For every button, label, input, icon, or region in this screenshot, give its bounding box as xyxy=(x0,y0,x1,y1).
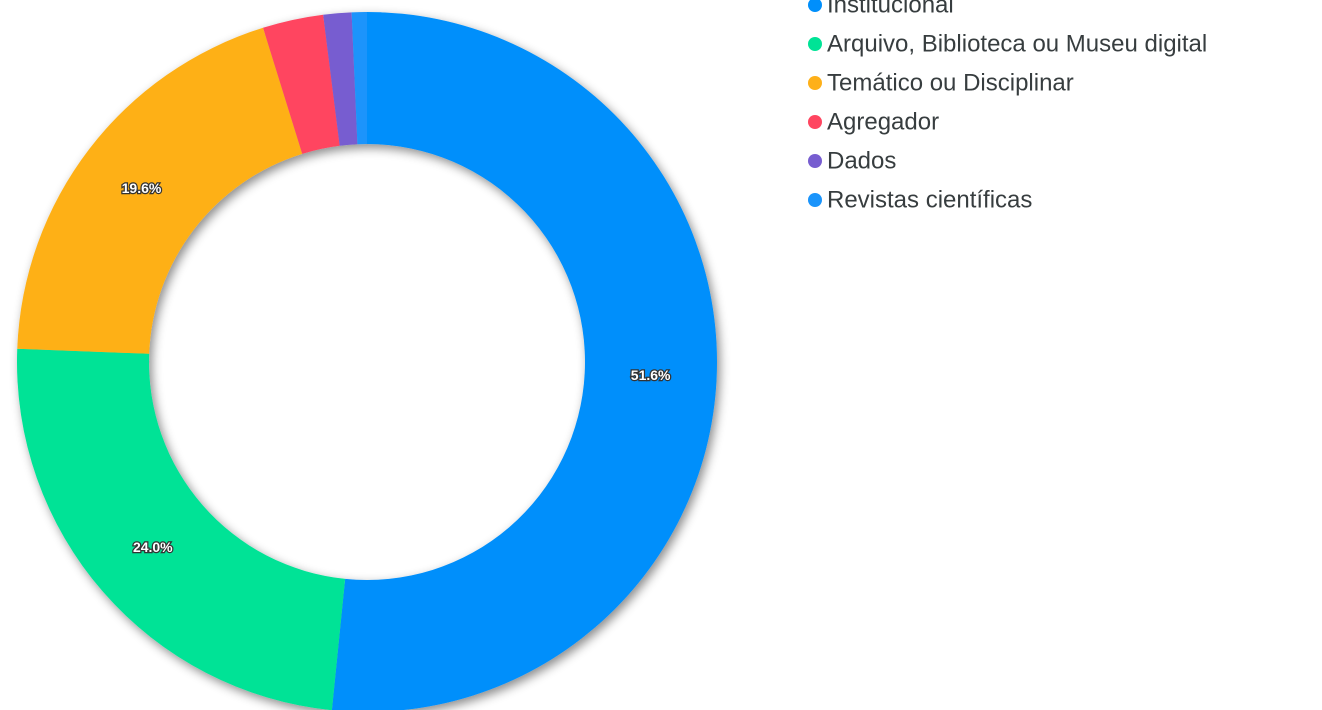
legend-marker xyxy=(808,193,822,207)
legend-marker xyxy=(808,76,822,90)
donut-slice xyxy=(331,12,717,710)
data-label: 51.6% xyxy=(631,367,671,383)
donut-slice xyxy=(17,27,303,354)
legend-label: Temático ou Disciplinar xyxy=(827,69,1074,96)
legend-label: Arquivo, Biblioteca ou Museu digital xyxy=(827,30,1207,57)
legend-label: Agregador xyxy=(827,108,939,135)
donut-slice xyxy=(263,14,340,154)
legend-marker xyxy=(808,37,822,51)
legend-marker xyxy=(808,115,822,129)
donut-slice xyxy=(17,348,346,710)
donut-slice xyxy=(323,12,358,146)
data-label: 19.6% xyxy=(122,180,162,196)
legend-marker xyxy=(808,0,822,12)
legend-label: Dados xyxy=(827,147,896,174)
data-label: 24.0% xyxy=(133,539,173,555)
donut-slice xyxy=(351,12,367,145)
donut xyxy=(17,12,717,710)
legend-label: Revistas científicas xyxy=(827,186,1032,213)
legend-label: Institucional xyxy=(827,0,954,18)
legend-marker xyxy=(808,154,822,168)
